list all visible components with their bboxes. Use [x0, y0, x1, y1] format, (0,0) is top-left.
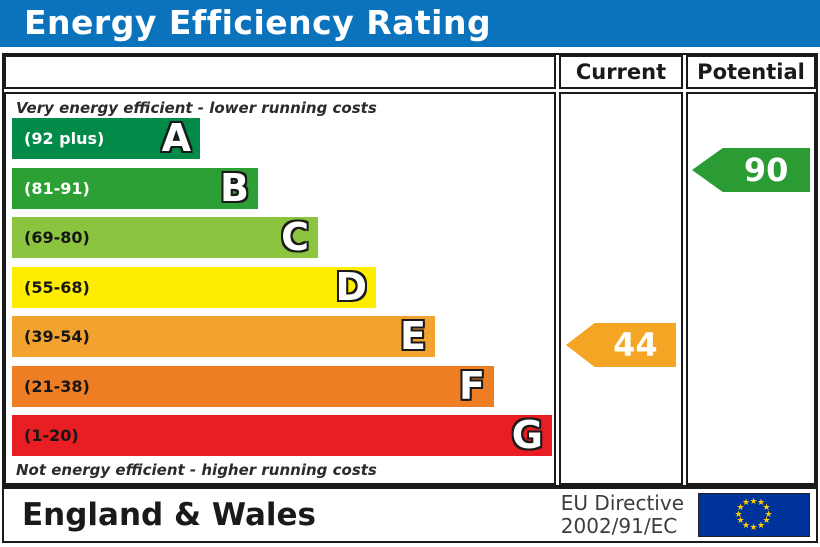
potential-rating-cell: 90	[686, 92, 816, 485]
eu-star: ★	[749, 496, 758, 507]
efficient-note: Very energy efficient - lower running co…	[16, 99, 377, 117]
eu-star: ★	[736, 503, 745, 513]
band-letter: F	[459, 364, 485, 408]
eu-directive-line1: EU Directive	[560, 491, 684, 515]
band-chart: Very energy efficient - lower running co…	[4, 92, 556, 485]
band-range-label: (55-68)	[24, 278, 90, 297]
band-range-label: (92 plus)	[24, 129, 105, 148]
eu-star: ★	[736, 516, 745, 526]
eu-star: ★	[762, 503, 771, 513]
band-a: (92 plus) A	[12, 118, 200, 159]
potential-rating-arrow: 90	[692, 148, 810, 192]
eu-star: ★	[749, 522, 758, 533]
eu-star: ★	[734, 509, 743, 520]
eu-star: ★	[757, 520, 766, 531]
region-label: England & Wales	[22, 497, 316, 533]
band-c: (69-80) C	[12, 217, 318, 258]
current-column-header: Current	[559, 55, 683, 89]
band-f: (21-38) F	[12, 366, 494, 407]
potential-column-header: Potential	[686, 55, 816, 89]
band-range-label: (21-38)	[24, 377, 90, 396]
band-letter: D	[335, 265, 367, 309]
band-letter: C	[281, 215, 309, 259]
band-range-label: (81-91)	[24, 179, 90, 198]
eu-star: ★	[742, 520, 751, 531]
band-d: (55-68) D	[12, 267, 376, 308]
band-g: (1-20) G	[12, 415, 552, 456]
header-spacer-cell	[4, 55, 556, 89]
footer: England & Wales EU Directive 2002/91/EC …	[2, 487, 818, 543]
band-letter: B	[220, 166, 249, 210]
eu-star: ★	[764, 509, 773, 520]
inefficient-note: Not energy efficient - higher running co…	[16, 461, 377, 479]
eu-star: ★	[757, 498, 766, 509]
band-e: (39-54) E	[12, 316, 435, 357]
page-title: Energy Efficiency Rating	[0, 0, 820, 47]
eu-star: ★	[742, 498, 751, 509]
band-letter: A	[161, 116, 191, 160]
band-range-label: (39-54)	[24, 327, 90, 346]
eu-directive-label: EU Directive 2002/91/EC	[561, 492, 684, 538]
current-rating-cell: 44	[559, 92, 683, 485]
band-b: (81-91) B	[12, 168, 258, 209]
band-range-label: (69-80)	[24, 228, 90, 247]
eu-star: ★	[762, 516, 771, 526]
band-letter: E	[400, 314, 426, 358]
band-letter: G	[511, 413, 543, 457]
rating-table: Current Potential Very energy efficient …	[2, 53, 818, 487]
eu-directive-line2: 2002/91/EC	[560, 514, 678, 538]
current-rating-arrow: 44	[566, 323, 676, 367]
eu-flag: ★ ★ ★ ★ ★ ★ ★ ★ ★ ★ ★ ★	[698, 493, 810, 537]
band-range-label: (1-20)	[24, 426, 79, 445]
